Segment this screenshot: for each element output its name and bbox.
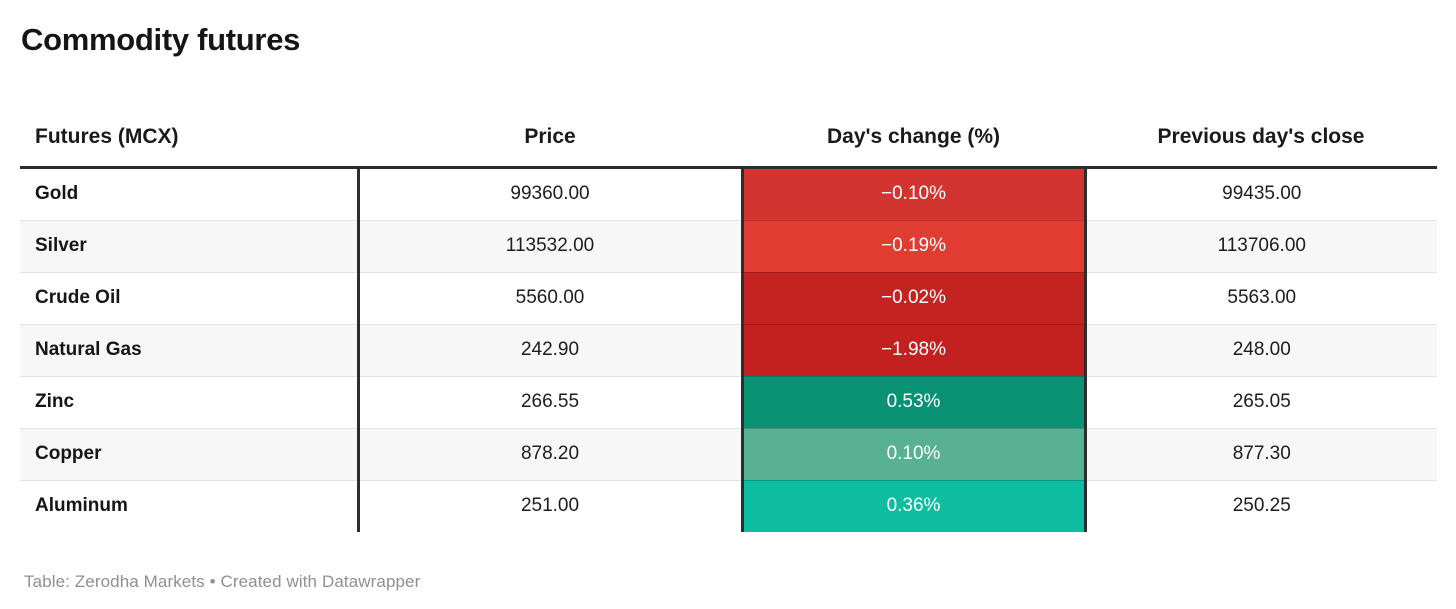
price-cell: 251.00 [358,479,744,532]
column-header-prev-close: Previous day's close [1085,107,1437,169]
table-row: Silver 113532.00 −0.19% 113706.00 [20,219,1437,273]
change-cell: −0.02% [742,271,1087,325]
prev-close-cell: 265.05 [1085,375,1437,429]
change-cell: 0.36% [742,479,1087,532]
attribution-text: Table: Zerodha Markets • Created with Da… [24,571,421,591]
table-body: Gold 99360.00 −0.10% 99435.00 Silver 113… [20,167,1437,532]
commodity-futures-page: Commodity futures Futures (MCX) Price Da… [0,22,1456,609]
prev-close-cell: 877.30 [1085,427,1437,481]
table-row: Zinc 266.55 0.53% 265.05 [20,375,1437,429]
change-cell: 0.53% [742,375,1087,429]
prev-close-cell: 113706.00 [1085,219,1437,273]
futures-name-cell: Gold [20,167,360,221]
change-cell: −0.10% [742,167,1087,221]
futures-name-cell: Crude Oil [20,271,360,325]
change-cell: −1.98% [742,323,1087,377]
change-cell: 0.10% [742,427,1087,481]
table-row: Gold 99360.00 −0.10% 99435.00 [20,167,1437,221]
futures-name-cell: Aluminum [20,479,360,532]
price-cell: 5560.00 [358,271,744,325]
prev-close-cell: 248.00 [1085,323,1437,377]
change-cell: −0.19% [742,219,1087,273]
column-header-price: Price [358,107,742,169]
prev-close-cell: 250.25 [1085,479,1437,532]
prev-close-cell: 5563.00 [1085,271,1437,325]
prev-close-cell: 99435.00 [1222,183,1302,205]
futures-table: Futures (MCX) Price Day's change (%) Pre… [20,107,1437,532]
price-cell: 242.90 [358,323,744,377]
futures-name-cell: Copper [20,427,360,481]
table-header-row: Futures (MCX) Price Day's change (%) Pre… [20,107,1437,169]
table-row: Copper 878.20 0.10% 877.30 [20,427,1437,481]
futures-name-cell: Silver [20,219,360,273]
futures-name-cell: Zinc [20,375,360,429]
price-cell: 878.20 [358,427,744,481]
column-header-change: Day's change (%) [742,107,1085,169]
price-cell: 266.55 [358,375,744,429]
table-row: Aluminum 251.00 0.36% 250.25 [20,479,1437,532]
price-cell: 99360.00 [358,167,744,221]
futures-name-cell: Natural Gas [20,323,360,377]
page-title: Commodity futures [21,22,301,57]
table-row: Natural Gas 242.90 −1.98% 248.00 [20,323,1437,377]
price-cell: 113532.00 [358,219,744,273]
column-header-futures: Futures (MCX) [20,107,358,169]
table-row: Crude Oil 5560.00 −0.02% 5563.00 [20,271,1437,325]
